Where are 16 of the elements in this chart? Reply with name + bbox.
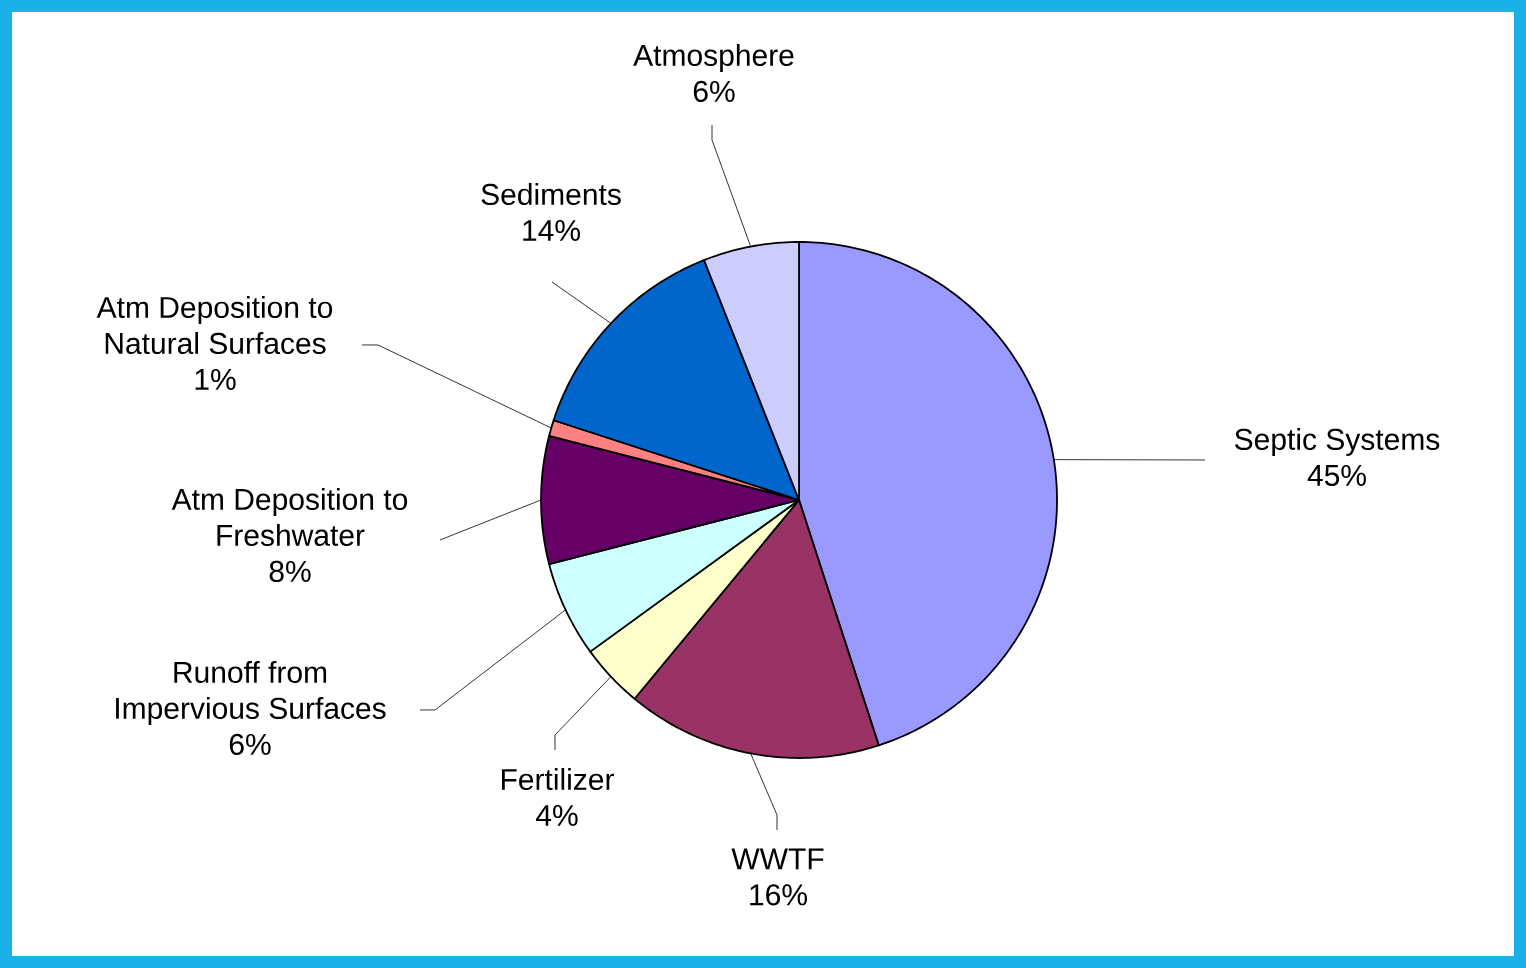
slice-label: Fertilizer xyxy=(501,768,614,791)
slice-label: Runoff from Impervious Surfaces xyxy=(116,660,386,725)
data-label: 16% xyxy=(750,884,807,906)
data-label: 4% xyxy=(536,804,578,826)
data-label: 1% xyxy=(195,368,236,390)
slice-label: Septic Systems xyxy=(1235,427,1440,456)
slice-label: Sediments xyxy=(481,183,621,206)
slice-label: Atm Deposition to Natural Surfaces xyxy=(96,296,333,355)
data-label: 14% xyxy=(523,219,580,241)
slice-label: Atmosphere xyxy=(633,43,794,72)
slice-label: Atm Deposition to Freshwater xyxy=(171,487,408,546)
data-label: 8% xyxy=(269,560,311,582)
slice-label: WWTF xyxy=(731,848,824,870)
data-label: 6% xyxy=(229,733,271,755)
data-label: 45% xyxy=(1307,464,1366,486)
data-label: 6% xyxy=(693,80,735,102)
